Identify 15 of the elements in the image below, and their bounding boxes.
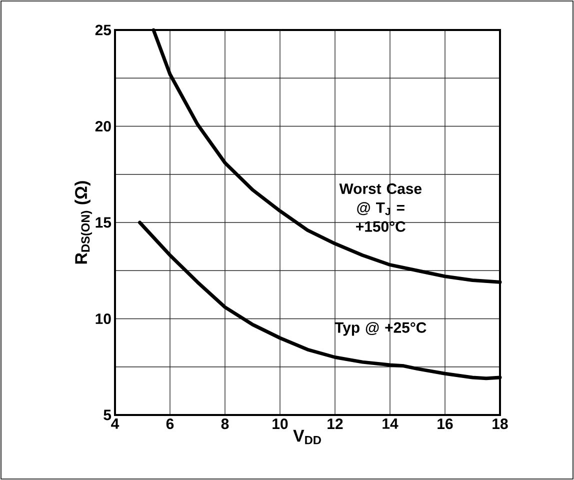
x-axis-title: V$_{DD}$: [293, 430, 321, 444]
x-tick-label: 12: [328, 418, 343, 429]
y-axis-title: R$_{DS(ON)}$ (Ω): [74, 181, 92, 264]
y-tick-label: 10: [96, 313, 111, 324]
y-tick-label: 15: [96, 217, 112, 228]
x-tick-label: 6: [166, 418, 174, 430]
x-tick-label: 4: [111, 418, 120, 429]
y-tick-label: 25: [95, 24, 112, 36]
y-tick-label: 5: [104, 410, 112, 420]
x-tick-label: 14: [382, 418, 398, 429]
x-tick-label: 10: [272, 418, 288, 430]
x-tick-label: 8: [221, 418, 229, 430]
x-tick-label: 16: [438, 418, 453, 430]
x-tick-label: 18: [492, 418, 508, 430]
y-tick-label: 20: [95, 120, 111, 132]
